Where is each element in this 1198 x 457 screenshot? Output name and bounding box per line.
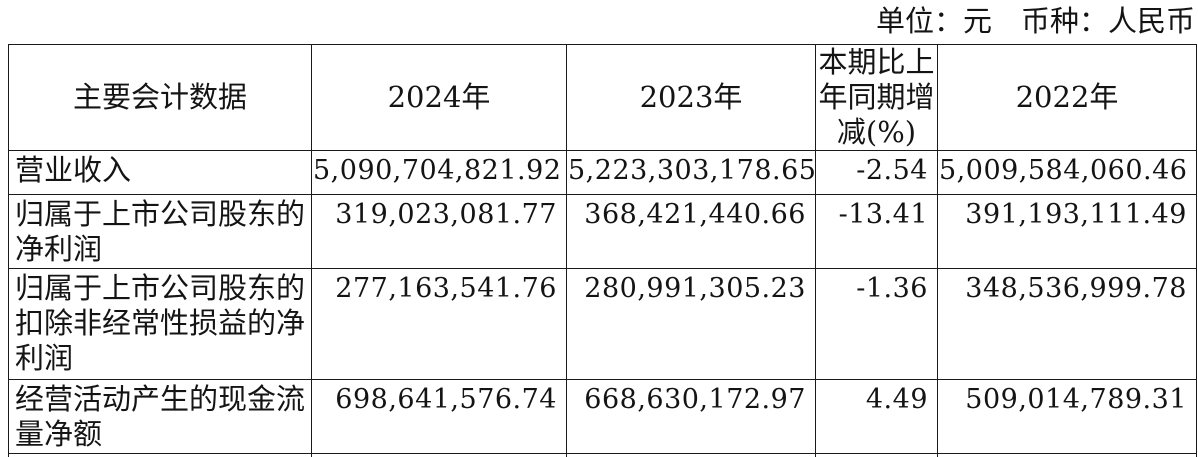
col-header-2022: 2022年 xyxy=(937,44,1197,151)
cell-revenue-2024: 5,090,704,821.92 xyxy=(311,150,567,195)
key-accounting-data-table: 主要会计数据 2024年 2023年 本期比上年同期增减(%) 2022年 营业… xyxy=(8,44,1197,457)
row-label: 归属于上市公司股东的扣除非经常性损益的净利润 xyxy=(8,268,312,380)
col-header-2024: 2024年 xyxy=(311,44,567,151)
cell-cash-flow-change: 4.49 xyxy=(815,379,938,454)
table-row-partial xyxy=(8,453,1197,457)
cell-revenue-change: -2.54 xyxy=(815,150,938,195)
unit-currency-note: 单位：元 币种：人民币 xyxy=(875,4,1195,38)
row-label: 归属于上市公司股东的净利润 xyxy=(8,194,312,269)
cell-revenue-2023: 5,223,303,178.65 xyxy=(566,150,816,195)
col-header-metric: 主要会计数据 xyxy=(8,44,312,151)
table-row-net-profit: 归属于上市公司股东的净利润 319,023,081.77 368,421,440… xyxy=(8,194,1197,269)
table-row-operating-cash-flow: 经营活动产生的现金流量净额 698,641,576.74 668,630,172… xyxy=(8,379,1197,454)
row-label: 经营活动产生的现金流量净额 xyxy=(8,379,312,454)
cell-deducted-net-profit-2022: 348,536,999.78 xyxy=(937,268,1197,380)
cell-net-profit-change: -13.41 xyxy=(815,194,938,269)
cell-net-profit-2023: 368,421,440.66 xyxy=(566,194,816,269)
table-row-deducted-net-profit: 归属于上市公司股东的扣除非经常性损益的净利润 277,163,541.76 28… xyxy=(8,268,1197,380)
cell-deducted-net-profit-change: -1.36 xyxy=(815,268,938,380)
cell-cash-flow-2024: 698,641,576.74 xyxy=(311,379,567,454)
cell-deducted-net-profit-2024: 277,163,541.76 xyxy=(311,268,567,380)
cell-net-profit-2022: 391,193,111.49 xyxy=(937,194,1197,269)
row-label: 营业收入 xyxy=(8,150,312,195)
cell-cash-flow-2022: 509,014,789.31 xyxy=(937,379,1197,454)
cell-deducted-net-profit-2023: 280,991,305.23 xyxy=(566,268,816,380)
table-header-row: 主要会计数据 2024年 2023年 本期比上年同期增减(%) 2022年 xyxy=(8,44,1197,151)
cell-net-profit-2024: 319,023,081.77 xyxy=(311,194,567,269)
col-header-change: 本期比上年同期增减(%) xyxy=(815,44,938,151)
cell-cash-flow-2023: 668,630,172.97 xyxy=(566,379,816,454)
col-header-2023: 2023年 xyxy=(566,44,816,151)
table-row-revenue: 营业收入 5,090,704,821.92 5,223,303,178.65 -… xyxy=(8,150,1197,195)
cell-revenue-2022: 5,009,584,060.46 xyxy=(937,150,1197,195)
